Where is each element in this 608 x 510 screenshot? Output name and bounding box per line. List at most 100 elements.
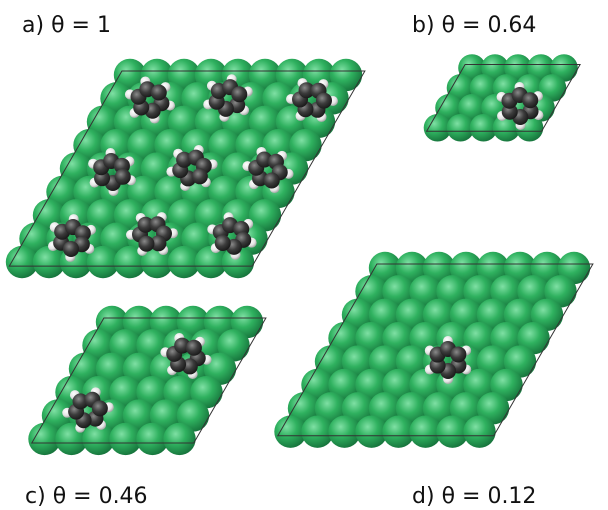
metal-atom [287,392,321,425]
panel-c-title: c) θ = 0.46 [25,484,148,509]
metal-atom [19,222,52,255]
metal-atom [230,305,264,339]
metal-atom [395,345,429,378]
metal-atom [557,251,591,285]
panel-label: d) [412,484,435,509]
metal-atom [100,222,133,255]
cell-outline [276,263,594,437]
metal-atom [262,82,295,115]
metal-atom [382,275,415,308]
cell-outline [425,64,581,132]
metal-atom [355,415,388,448]
metal-atom [503,251,537,285]
metal-atom [262,128,295,162]
cell-outline [8,70,366,267]
metal-atom [435,94,463,122]
metal-atom [449,298,483,331]
metal-atom [136,375,169,409]
metal-atom [368,251,402,285]
metal-atom [314,392,348,425]
metal-atom [194,245,228,279]
carbon-atom [191,168,208,185]
panel-d-title: d) θ = 0.12 [412,484,536,509]
metal-atom [449,392,483,425]
metal-atom [490,275,523,308]
metal-atom [86,105,120,138]
metal-atom [422,251,456,285]
metal-atom [368,298,402,331]
metal-atom [355,275,388,308]
metal-atom [95,305,129,339]
metal-atom [109,329,142,362]
carbon-atom [150,235,167,252]
metal-atom [176,399,210,432]
panel-label: a) [22,13,44,38]
metal-atom [109,422,142,456]
carbon-atom [185,339,202,356]
metal-atom [355,368,388,402]
metal-atom [301,415,334,448]
metal-atom [446,74,475,102]
metal-atom [504,54,532,82]
metal-atom [113,245,147,279]
metal-atom [221,152,255,185]
metal-atom [341,392,375,425]
metal-atom [458,94,486,122]
metal-atom [109,375,142,409]
metal-atom [149,399,183,432]
metal-atom [446,113,475,142]
carbon-atom [298,82,315,99]
carbon-atom [522,92,539,109]
metal-atom [59,152,93,185]
metal-atom [550,54,578,82]
metal-atom [248,105,282,138]
metal-atom [28,422,61,456]
metal-atom [517,275,550,308]
panel-label: b) [412,13,435,38]
metal-atom [517,321,550,355]
metal-atom [167,105,201,138]
metal-atom [409,321,442,355]
metal-atom [122,352,156,385]
metal-atom [476,345,510,378]
metal-atom [149,305,183,339]
metal-atom [355,321,388,355]
metal-atom [463,321,496,355]
metal-atom [163,375,196,409]
metal-atom [82,422,115,456]
metal-atom [208,175,241,209]
metal-atom [530,251,564,285]
carbon-atom [263,172,280,189]
metal-atom [122,305,156,339]
metal-atom [490,321,523,355]
carbon-atom [231,86,248,103]
metal-atom [203,352,237,385]
metal-atom [127,175,160,209]
metal-atom [395,392,429,425]
metal-atom [163,422,196,456]
carbon-atom [137,216,154,233]
metal-atom [409,368,442,402]
metal-atom [167,245,201,279]
metal-atom [181,222,214,255]
metal-atom [221,245,255,279]
metal-atom [527,54,555,82]
metal-atom [5,245,39,279]
metal-atom [95,352,129,385]
metal-atom [32,245,66,279]
metal-atom [463,275,496,308]
metal-atom [463,368,496,402]
metal-atom [395,251,429,285]
metal-atom [127,128,160,162]
metal-atom [368,392,402,425]
carbon-atom [72,393,89,410]
panel-caption: θ = 0.12 [442,484,537,509]
metal-atom [68,352,102,385]
metal-atom [503,298,537,331]
metal-atom [382,415,415,448]
metal-atom [190,375,223,409]
carbon-atom [91,400,108,417]
metal-atom [154,175,187,209]
metal-atom [46,175,79,209]
